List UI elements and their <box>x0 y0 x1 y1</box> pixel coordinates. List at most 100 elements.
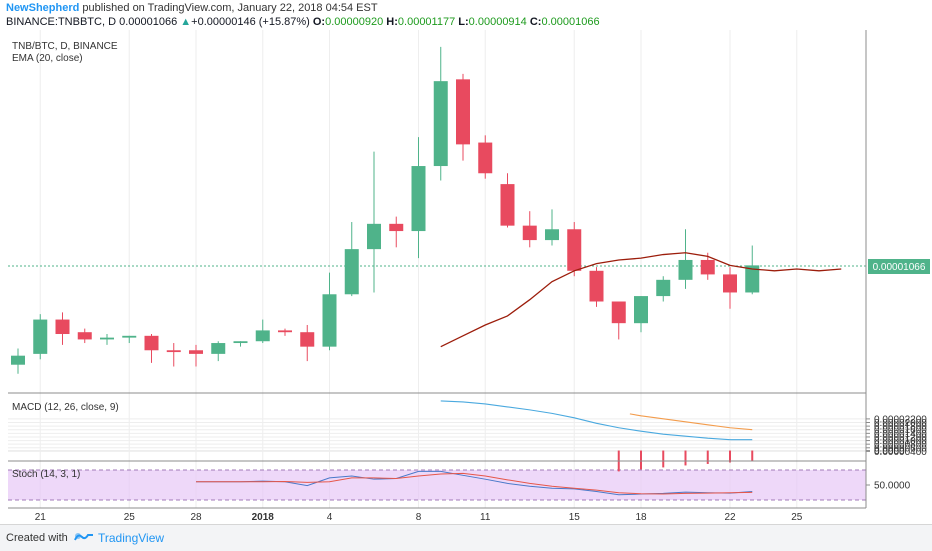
candle-body-33 <box>745 265 760 293</box>
candle-body-1 <box>33 319 48 354</box>
candle-body-15 <box>344 249 359 295</box>
price-tick-label-4: 0.00001400 <box>874 429 927 440</box>
ema-line <box>440 252 842 348</box>
tradingview-logo-icon <box>74 531 94 546</box>
created-with-text: Created with <box>6 532 68 544</box>
candle-body-9 <box>211 343 226 354</box>
candle-body-31 <box>700 259 715 275</box>
candle-body-22 <box>500 184 515 226</box>
low-label: L: <box>458 16 469 28</box>
author-link[interactable]: NewShepherd <box>6 2 80 14</box>
candle-body-12 <box>278 330 292 333</box>
candle-body-23 <box>522 225 537 241</box>
price-scale-bg <box>866 30 932 520</box>
last-price-text: 0.00001066 <box>119 16 178 28</box>
price-tick-label-2: 0.00001800 <box>874 422 927 433</box>
tradingview-brand-link[interactable]: TradingView <box>98 531 165 545</box>
price-tick-label-7: 0.00000800 <box>874 440 927 451</box>
header-line-2: BINANCE:TNBBTC, D 0.00001066 ▲+0.0000014… <box>6 16 600 28</box>
price-tick-label-1: 0.00002000 <box>874 418 927 429</box>
candle-body-8 <box>189 350 203 354</box>
chart-canvas[interactable]: 0.000022000.000020000.000018000.00001600… <box>0 30 932 524</box>
time-tick-label-8: 18 <box>635 512 647 523</box>
candle-body-25 <box>567 229 582 271</box>
time-tick-label-2: 28 <box>190 512 202 523</box>
time-tick-label-10: 25 <box>791 512 803 523</box>
candle-body-26 <box>589 270 604 302</box>
macd-line <box>440 400 753 441</box>
open-value: 0.00000920 <box>325 16 384 28</box>
open-label: O: <box>312 16 326 28</box>
candle-body-17 <box>389 223 404 232</box>
time-tick-label-1: 25 <box>124 512 136 523</box>
main-title: TNB/BTC, D, BINANCE <box>12 41 118 52</box>
time-tick-label-3: 2018 <box>252 512 275 523</box>
close-value: 0.00001066 <box>541 16 600 28</box>
macd-hist-bar-1 <box>640 450 642 470</box>
price-label-badge <box>868 259 930 274</box>
candle-body-7 <box>166 350 181 353</box>
time-axis: 21 25 28 2018 4 8 11 15 18 22 25 <box>35 512 803 523</box>
candle-body-20 <box>456 79 470 145</box>
candle-series <box>11 46 760 374</box>
stoch-tick-label-0: 50.0000 <box>874 481 911 492</box>
symbol-text: BINANCE:TNBBTC, D <box>6 16 117 28</box>
time-tick-label-4: 4 <box>327 512 333 523</box>
candle-body-30 <box>678 259 693 280</box>
stoch-d-line <box>196 472 753 495</box>
price-axis: 0.000022000.000020000.000018000.00001600… <box>866 414 927 492</box>
candle-body-24 <box>545 229 559 241</box>
price-tick-label-6: 0.00001000 <box>874 436 927 447</box>
candle-body-14 <box>322 294 337 347</box>
macd-hist-bar-4 <box>706 450 709 464</box>
grid-lines <box>8 30 866 508</box>
macd-hist-bar-2 <box>662 450 665 468</box>
candle-body-28 <box>634 296 648 324</box>
candle-body-13 <box>300 332 315 347</box>
price-tick-label-5: 0.00001200 <box>874 432 927 443</box>
close-label: C: <box>529 16 542 28</box>
candle-body-2 <box>55 319 70 335</box>
candle-body-5 <box>122 335 137 338</box>
candle-body-10 <box>233 341 248 344</box>
candle-body-4 <box>100 337 114 340</box>
ema-polyline <box>440 252 842 348</box>
candle-body-19 <box>433 81 448 167</box>
left-margin <box>0 30 8 520</box>
stoch-label: Stoch (14, 3, 1) <box>12 469 80 480</box>
stoch-band <box>8 470 866 500</box>
time-tick-label-0: 21 <box>35 512 47 523</box>
up-arrow-icon: ▲ <box>180 16 192 28</box>
price-tick-label-0: 0.00002200 <box>874 414 927 425</box>
price-tick-label-8: 0.00000600 <box>874 443 927 454</box>
ema-label: EMA (20, close) <box>12 53 83 64</box>
candle-body-29 <box>656 279 671 297</box>
macd-hist-bar-3 <box>684 450 687 466</box>
price-tick-label-9: 0.00000400 <box>874 447 927 458</box>
low-value: 0.00000914 <box>468 16 527 28</box>
macd-label: MACD (12, 26, close, 9) <box>12 402 119 413</box>
published-text: published on TradingView.com, January 22… <box>79 2 378 14</box>
macd-tick-label-0: 0.0000 <box>874 446 905 457</box>
candle-body-3 <box>77 332 92 340</box>
signal-line <box>629 413 753 431</box>
time-tick-label-9: 22 <box>724 512 736 523</box>
high-label: H: <box>386 16 398 28</box>
high-value: 0.00001177 <box>397 16 456 28</box>
time-tick-label-7: 15 <box>569 512 581 523</box>
chart-header: NewShepherd published on TradingView.com… <box>0 0 932 30</box>
price-label-text: 0.00001066 <box>873 262 926 273</box>
header-line-1: NewShepherd published on TradingView.com… <box>6 2 378 14</box>
macd-hist-bar-5 <box>729 450 731 463</box>
price-tick-label-3: 0.00001600 <box>874 425 927 436</box>
candle-body-11 <box>255 330 270 342</box>
candle-body-32 <box>723 274 737 293</box>
candle-body-6 <box>144 335 159 351</box>
time-tick-label-5: 8 <box>416 512 422 523</box>
candle-body-16 <box>367 223 381 250</box>
candle-body-27 <box>611 301 626 324</box>
footer-bar: Created with TradingView <box>0 524 932 551</box>
candle-body-18 <box>411 166 426 232</box>
time-tick-label-6: 11 <box>480 512 491 523</box>
stoch-panel-plot <box>196 470 753 496</box>
